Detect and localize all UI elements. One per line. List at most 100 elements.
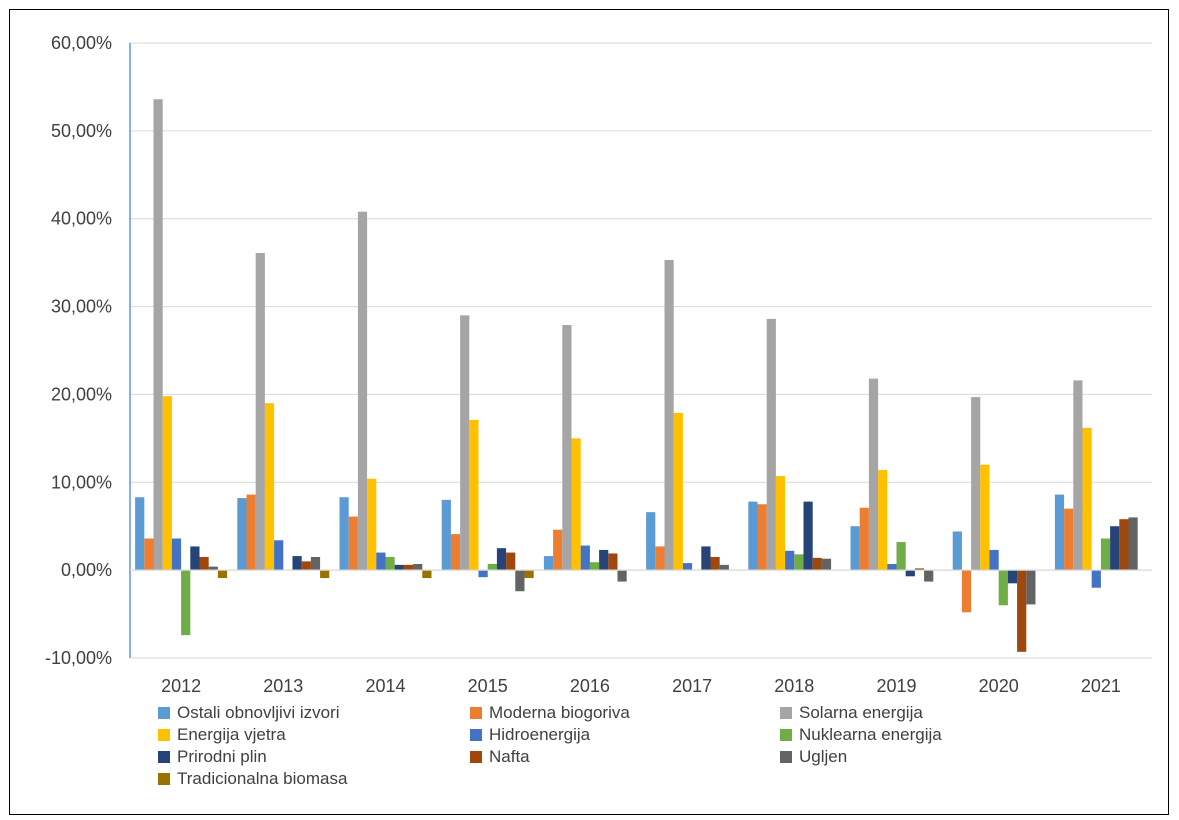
- bar-2014-prirodni-plin: [394, 564, 404, 571]
- bar-2014-ugljen: [413, 563, 423, 571]
- legend-swatch: [780, 729, 792, 741]
- bar-2012-solarna-energija: [153, 99, 163, 571]
- x-tick-label: 2021: [1081, 676, 1121, 696]
- bar-2013-nafta: [301, 561, 311, 571]
- legend-item: Prirodni plin: [158, 746, 267, 768]
- x-tick-label: 2016: [570, 676, 610, 696]
- bar-2020-energija-vjetra: [980, 464, 990, 571]
- bar-2019-energija-vjetra: [878, 469, 888, 571]
- bar-2018-ostali-obnovljivi-izvori: [748, 501, 758, 571]
- legend-label: Energija vjetra: [177, 725, 286, 744]
- bar-2018-hidroenergija: [785, 550, 795, 571]
- bar-2020-ugljen: [1026, 570, 1036, 605]
- bar-2018-prirodni-plin: [803, 501, 813, 571]
- legend-label: Prirodni plin: [177, 747, 267, 766]
- y-tick-label: 50,00%: [51, 121, 112, 141]
- bar-2014-tradicionalna-biomasa: [422, 570, 432, 579]
- bar-2016-nafta: [608, 553, 618, 571]
- x-tick-label: 2020: [979, 676, 1019, 696]
- x-tick-label: 2019: [876, 676, 916, 696]
- legend-swatch: [780, 707, 792, 719]
- bar-2012-energija-vjetra: [162, 396, 172, 571]
- bar-2021-ugljen: [1128, 517, 1138, 571]
- bar-2015-ostali-obnovljivi-izvori: [441, 499, 451, 571]
- legend-item: Tradicionalna biomasa: [158, 768, 347, 790]
- bar-2016-ugljen: [617, 570, 627, 582]
- bar-2018-ugljen: [821, 558, 832, 571]
- bar-2020-nafta: [1017, 570, 1027, 652]
- bar-2020-prirodni-plin: [1007, 570, 1018, 584]
- legend-swatch: [470, 707, 482, 719]
- bar-2019-hidroenergija: [887, 563, 897, 571]
- bar-2021-moderna-biogoriva: [1064, 508, 1074, 571]
- bar-2012-nafta: [199, 556, 209, 571]
- legend-swatch: [780, 751, 792, 763]
- bar-2017-ostali-obnovljivi-izvori: [646, 512, 656, 571]
- bar-2013-tradicionalna-biomasa: [320, 570, 330, 579]
- bar-2016-nuklearna-energija: [589, 562, 600, 571]
- bar-2013-ugljen: [310, 556, 321, 571]
- legend-swatch: [158, 729, 170, 741]
- bar-2014-energija-vjetra: [367, 478, 377, 571]
- legend-swatch: [470, 751, 482, 763]
- bar-2021-prirodni-plin: [1110, 526, 1120, 571]
- x-tick-label: 2014: [365, 676, 405, 696]
- bar-2021-solarna-energija: [1073, 380, 1083, 571]
- bar-2015-ugljen: [515, 570, 525, 592]
- y-tick-label: 0,00%: [61, 560, 112, 580]
- bar-2021-energija-vjetra: [1082, 427, 1092, 571]
- bar-2020-nuklearna-energija: [998, 570, 1008, 606]
- legend-label: Tradicionalna biomasa: [177, 769, 348, 788]
- bar-2012-ostali-obnovljivi-izvori: [135, 497, 145, 571]
- x-tick-label: 2018: [774, 676, 814, 696]
- legend-label: Nuklearna energija: [799, 725, 942, 744]
- bar-2016-hidroenergija: [580, 545, 590, 571]
- bar-2012-prirodni-plin: [190, 546, 200, 571]
- y-tick-label: 40,00%: [51, 209, 112, 229]
- bar-2016-moderna-biogoriva: [553, 529, 563, 571]
- y-tick-label: 20,00%: [51, 384, 112, 404]
- bar-2015-energija-vjetra: [469, 419, 479, 571]
- bar-2013-solarna-energija: [255, 252, 265, 571]
- bar-2018-solarna-energija: [766, 318, 776, 571]
- x-tick-label: 2012: [161, 676, 201, 696]
- legend-label: Solarna energija: [799, 703, 923, 722]
- x-tick-label: 2013: [263, 676, 303, 696]
- legend-label: Moderna biogoriva: [489, 703, 630, 722]
- bar-2014-moderna-biogoriva: [348, 516, 358, 571]
- legend-row: Tradicionalna biomasa: [158, 768, 1058, 790]
- bar-2013-hidroenergija: [274, 540, 284, 571]
- bar-2016-energija-vjetra: [571, 438, 581, 571]
- legend-item: Moderna biogoriva: [470, 702, 630, 724]
- bar-2012-moderna-biogoriva: [144, 538, 154, 571]
- x-axis-ticks: 2012 2013 2014 2015 2016 2017 2018 2019 2020 2021: [161, 676, 1121, 696]
- legend-item: Nafta: [470, 746, 530, 768]
- bar-2015-solarna-energija: [460, 315, 470, 571]
- bar-2018-energija-vjetra: [775, 476, 786, 571]
- bar-2021-hidroenergija: [1091, 570, 1101, 588]
- y-tick-label: -10,00%: [45, 648, 112, 668]
- y-tick-label: 30,00%: [51, 297, 112, 317]
- bar-2015-nafta: [506, 552, 516, 571]
- bar-2020-moderna-biogoriva: [961, 570, 972, 613]
- legend-label: Nafta: [489, 747, 530, 766]
- bar-2015-moderna-biogoriva: [450, 534, 461, 571]
- legend-item: Hidroenergija: [470, 724, 590, 746]
- bar-2019-prirodni-plin: [905, 570, 915, 577]
- bar-2013-ostali-obnovljivi-izvori: [237, 498, 247, 571]
- axes: [129, 43, 1152, 658]
- bar-2012-tradicionalna-biomasa: [217, 570, 228, 579]
- legend-row: Prirodni plin Nafta Ugljen: [158, 746, 1058, 768]
- bar-2015-prirodni-plin: [496, 548, 507, 571]
- bar-2014-nafta: [403, 564, 414, 571]
- bar-2016-prirodni-plin: [599, 549, 609, 571]
- bar-2017-energija-vjetra: [673, 412, 683, 571]
- bar-2013-moderna-biogoriva: [246, 494, 256, 571]
- bar-2016-solarna-energija: [562, 325, 572, 571]
- bar-2014-hidroenergija: [376, 552, 386, 571]
- bar-2021-nuklearna-energija: [1100, 538, 1111, 571]
- bar-2017-ugljen: [719, 564, 729, 571]
- bar-2014-nuklearna-energija: [385, 556, 395, 571]
- legend-item: Ugljen: [780, 746, 847, 768]
- legend-row: Energija vjetra Hidroenergija Nuklearna en…: [158, 724, 1058, 746]
